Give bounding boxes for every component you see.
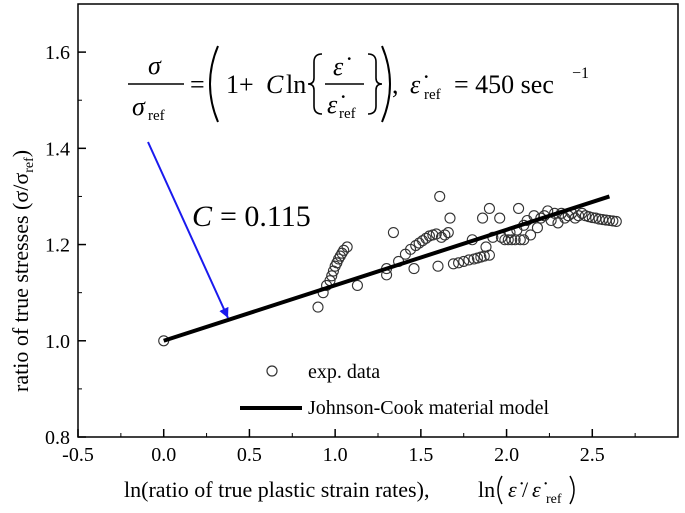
data-point <box>447 258 459 270</box>
data-point <box>514 234 526 246</box>
data-point <box>442 226 454 239</box>
x-axis-ticks: -0.5 0.0 0.5 1.0 1.5 2.0 2.5 <box>62 429 636 466</box>
data-point <box>434 190 446 202</box>
eq-right-paren <box>381 45 391 123</box>
x-tick-label: 1.0 <box>323 444 348 466</box>
data-point <box>453 257 465 269</box>
eq-one-plus: 1+ <box>226 70 254 99</box>
model-line <box>163 194 611 343</box>
data-point <box>334 250 346 262</box>
c-value: = 0.115 <box>220 200 311 233</box>
data-point <box>607 215 619 227</box>
y-tick-label: 1.6 <box>45 42 70 64</box>
x-axis-label-text: ln(ratio of true plastic strain rates), <box>124 477 429 502</box>
x-tick-label: 1.5 <box>408 444 433 466</box>
x-axis-label: ln(ratio of true plastic strain rates), … <box>124 475 575 507</box>
x-tick-label: -0.5 <box>62 444 94 466</box>
eq-right-brace <box>367 53 383 115</box>
eq-C: C <box>266 70 284 99</box>
legend-marker-circle <box>266 365 278 377</box>
data-point <box>494 212 506 224</box>
x-axis-label-lparen <box>497 475 503 505</box>
data-point <box>525 229 537 241</box>
data-point <box>351 279 363 292</box>
y-tick-label: 1.4 <box>45 138 70 160</box>
eq-sigma-denominator: σ <box>132 92 146 121</box>
legend-label-exp: exp. data <box>308 361 380 383</box>
data-point <box>444 212 456 224</box>
data-point <box>603 214 615 227</box>
x-tick-label: 0.5 <box>237 444 262 466</box>
y-axis-label: ratio of true stresses (σ/σref) <box>8 150 37 392</box>
data-point <box>458 255 470 267</box>
y-axis-label-text: ratio of true stresses (σ/σref) <box>8 150 37 392</box>
x-axis-label-slash: / <box>522 477 529 502</box>
equation-annotation: σ σ ref = 1+ C ln ε̇ ε̇ ref , ε̇ ref = 4… <box>128 45 589 124</box>
data-point <box>463 254 475 266</box>
y-tick-label: 0.8 <box>45 427 70 449</box>
eq-left-paren <box>209 45 219 123</box>
eq-equals: = <box>190 70 205 99</box>
eq-ln: ln <box>286 70 306 99</box>
eq-epsdot-ref-sub2: ref <box>424 87 441 103</box>
eq-epsdot-numerator: ε̇ <box>333 52 351 81</box>
data-point <box>408 263 420 275</box>
data-point <box>387 226 399 239</box>
data-point <box>439 229 451 241</box>
x-axis-label-ref: ref <box>546 492 562 507</box>
data-point <box>506 234 518 246</box>
data-point <box>610 215 622 228</box>
legend: exp. data Johnson-Cook material model <box>240 361 550 419</box>
data-point <box>341 241 353 253</box>
data-point <box>420 232 432 244</box>
data-point <box>312 301 324 313</box>
scatter-series <box>158 190 622 347</box>
x-axis-label-rparen <box>569 475 575 505</box>
data-point <box>333 253 345 265</box>
data-point <box>531 222 543 234</box>
eq-comma: , <box>392 70 399 99</box>
data-point <box>483 249 495 261</box>
eq-exponent: −1 <box>572 65 589 82</box>
eq-sigma-ref-sub: ref <box>148 108 165 124</box>
data-point <box>502 234 514 246</box>
x-tick-label: 2.5 <box>580 444 605 466</box>
data-point <box>477 212 489 224</box>
data-point <box>326 270 338 282</box>
data-point <box>483 202 495 215</box>
data-point <box>576 207 588 219</box>
eq-epsdot-ref-sub: ref <box>339 106 356 122</box>
data-point <box>417 235 429 247</box>
x-tick-label: 2.0 <box>494 444 519 466</box>
c-symbol: C <box>192 200 213 233</box>
data-point <box>338 244 350 256</box>
c-annotation: C = 0.115 <box>192 200 311 233</box>
eq-ref-value: = 450 sec <box>454 70 554 99</box>
data-point <box>513 202 525 215</box>
model-line-series <box>163 194 611 343</box>
data-point <box>586 212 598 224</box>
data-point <box>413 237 425 249</box>
y-tick-label: 1.0 <box>45 331 70 353</box>
annotation-arrow <box>147 141 229 319</box>
data-point <box>552 217 564 229</box>
legend-label-model: Johnson-Cook material model <box>308 397 550 419</box>
x-axis-label-ln: ln <box>478 477 495 502</box>
eq-left-brace <box>307 53 323 115</box>
y-axis-ticks: 0.8 1.0 1.2 1.4 1.6 <box>45 42 86 449</box>
x-tick-label: 0.0 <box>151 444 176 466</box>
eq-sigma-numerator: σ <box>148 51 162 80</box>
y-tick-label: 1.2 <box>45 235 70 257</box>
data-point <box>432 260 444 272</box>
